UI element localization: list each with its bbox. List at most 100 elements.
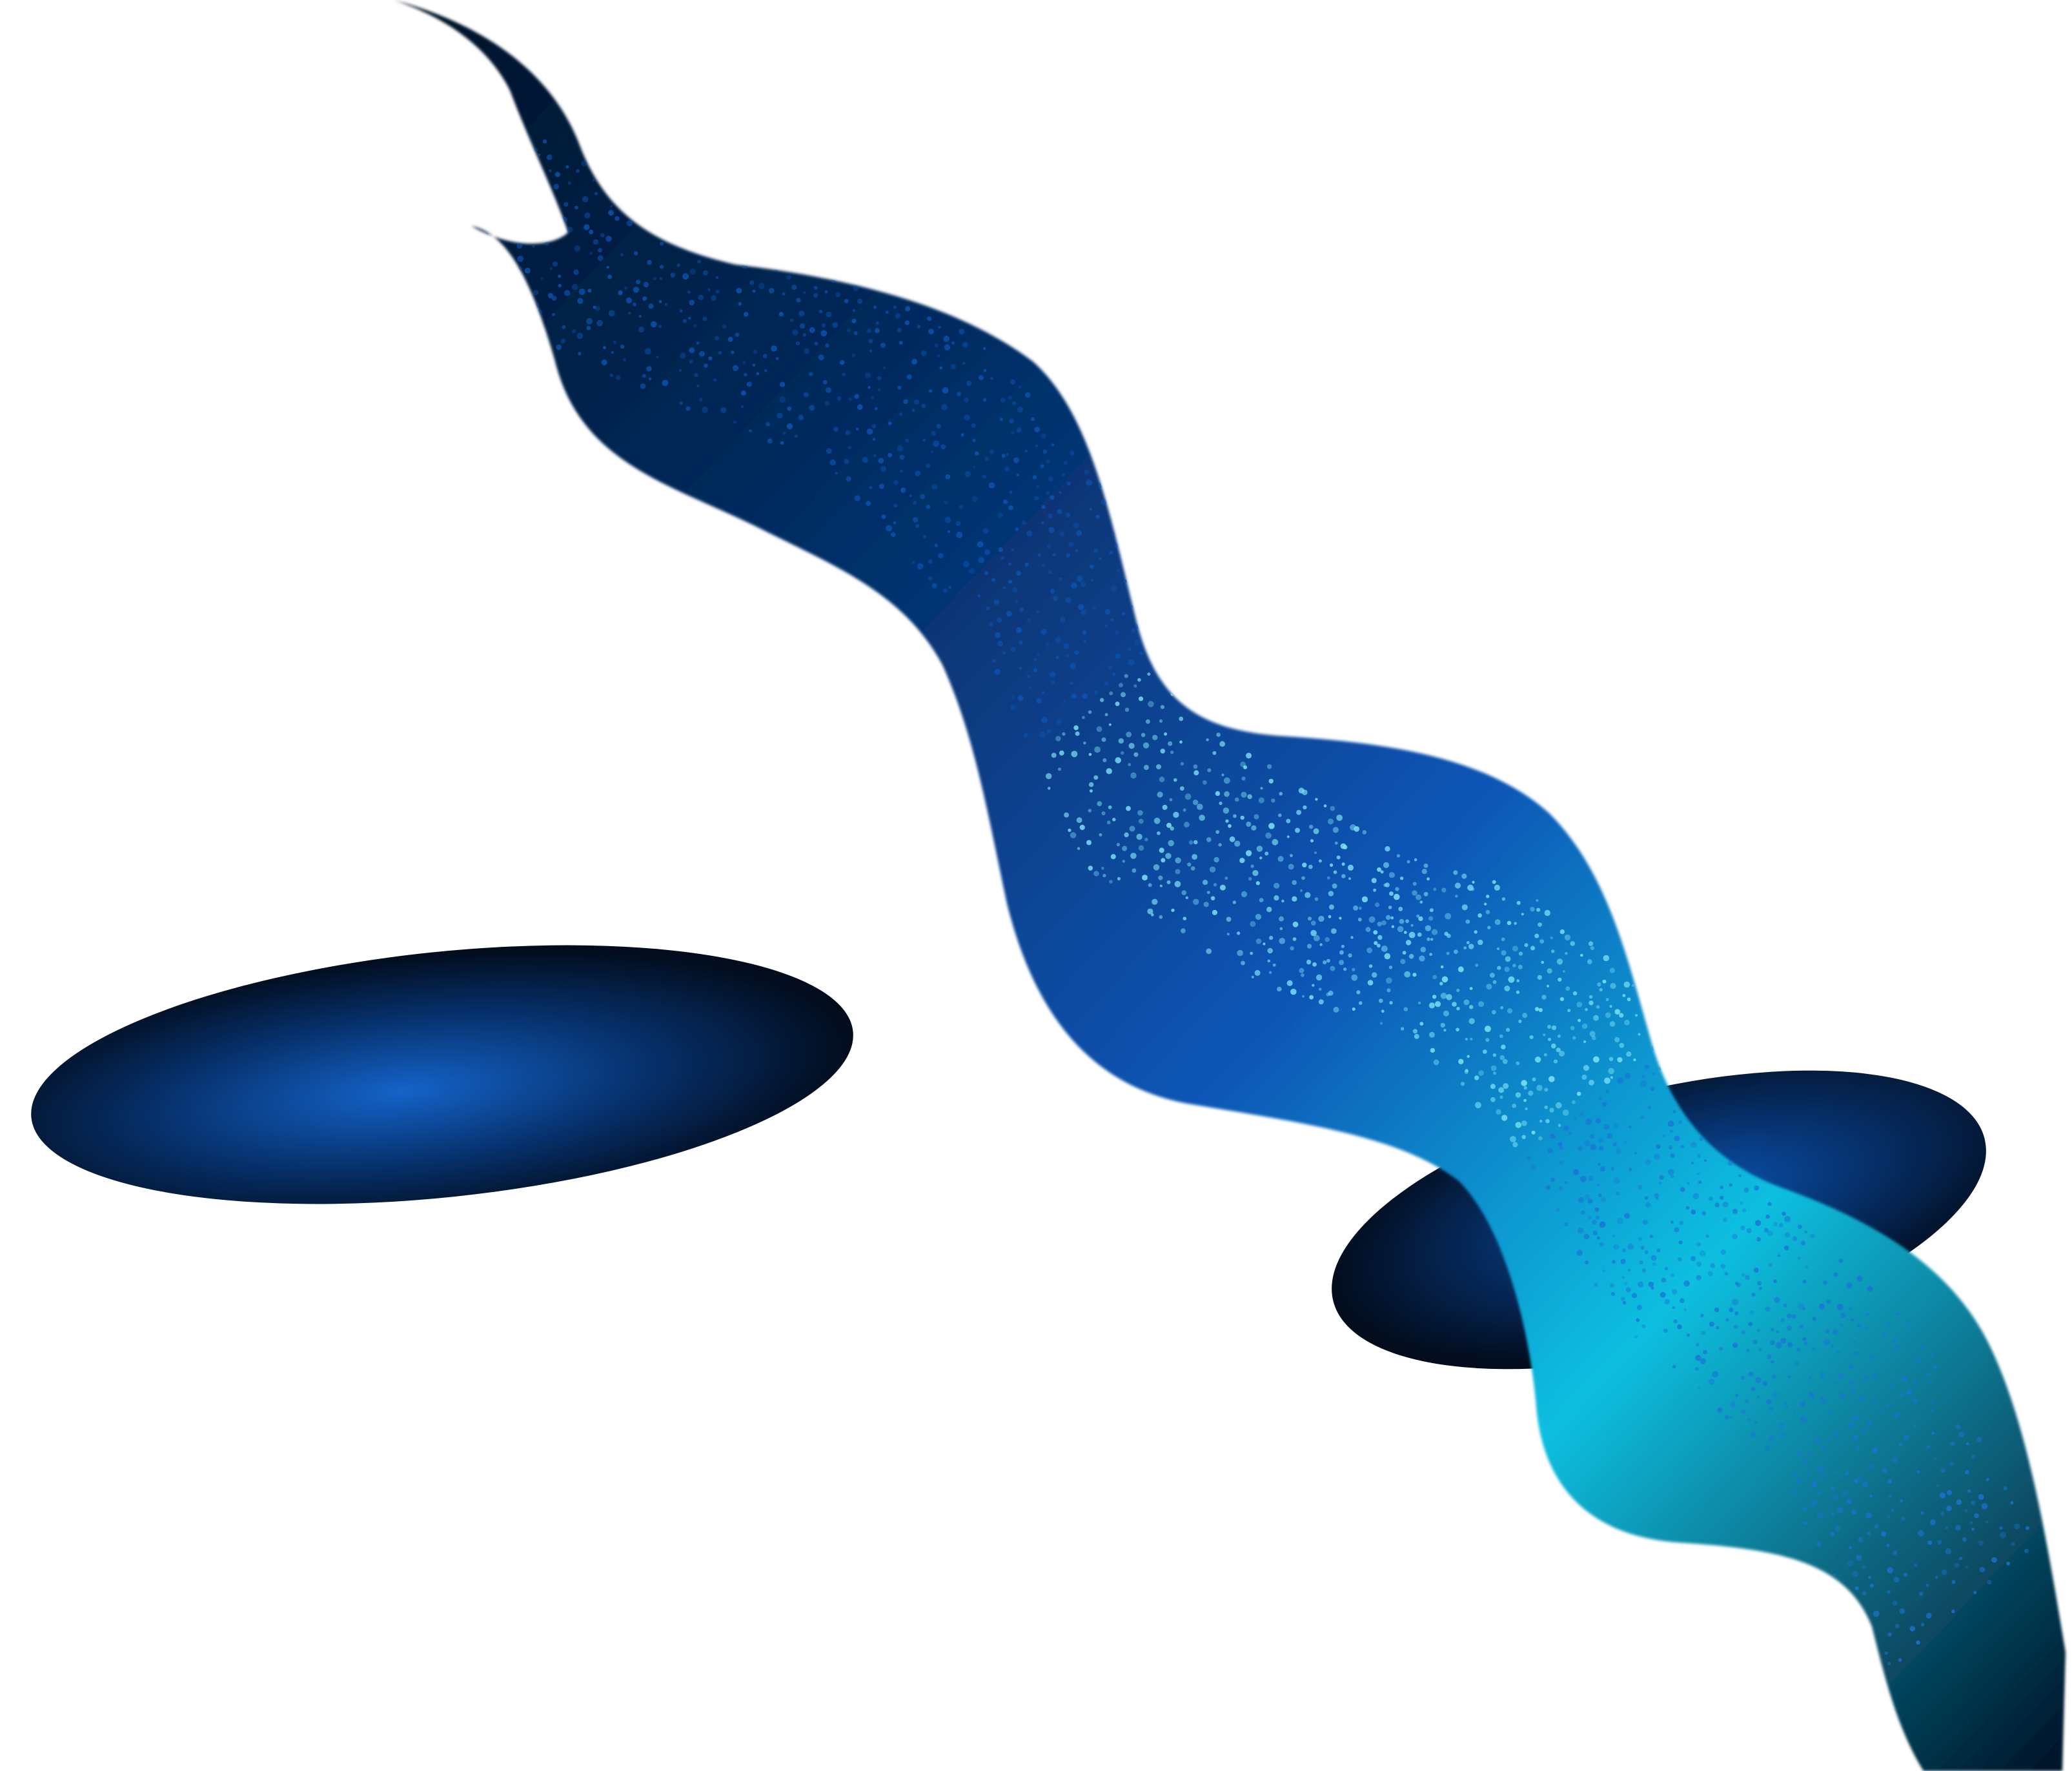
particle-dot [1671,1220,1674,1224]
particle-dot [948,586,951,589]
particle-dot [1290,946,1294,951]
particle-dot [881,514,886,520]
particle-dot [857,298,863,304]
particle-dot [1559,1160,1564,1165]
particle-dot [477,221,482,225]
particle-dot [1041,563,1046,568]
particle-dot [1825,1330,1830,1333]
particle-dot [900,469,903,473]
particle-dot [1892,1600,1898,1606]
particle-dot [577,298,584,304]
particle-dot [1833,1272,1838,1277]
particle-dot [1277,986,1282,992]
particle-dot [1920,1623,1925,1626]
particle-dot [1558,977,1562,982]
particle-dot [1849,1307,1853,1311]
particle-dot [638,327,645,333]
particle-dot [1453,870,1458,875]
particle-dot [1302,862,1307,867]
particle-dot [1856,1275,1863,1282]
particle-dot [869,485,873,490]
particle-dot [1660,1038,1665,1044]
particle-dot [1203,880,1208,886]
particle-dot [1498,1087,1505,1093]
particle-dot [795,341,800,346]
particle-dot [1588,1176,1594,1182]
particle-dot [1310,920,1316,926]
particle-dot [1302,789,1308,795]
particle-dot [1033,658,1037,662]
particle-dot [1158,875,1163,880]
particle-dot [1458,966,1464,973]
particle-dot [989,449,994,454]
particle-dot [1441,976,1448,983]
particle-dot [1904,1572,1908,1577]
particle-dot [1588,941,1594,946]
particle-dot [1599,1146,1604,1151]
particle-dot [1583,1040,1587,1044]
particle-dot [571,283,578,290]
particle-dot [614,216,620,221]
particle-dot [1082,716,1085,720]
particle-dot [603,346,606,350]
particle-dot [753,349,758,354]
particle-dot [1626,1051,1632,1057]
particle-dot [1041,629,1047,635]
particle-dot [486,225,492,231]
particle-dot [1656,1144,1661,1149]
particle-dot [503,204,508,209]
particle-dot [676,263,680,267]
particle-dot [1913,1424,1916,1427]
particle-dot [1778,1254,1781,1257]
particle-dot [900,487,906,493]
particle-dot [939,366,943,370]
particle-dot [1019,607,1024,612]
particle-dot [1327,818,1334,825]
particle-dot [999,418,1003,421]
particle-dot [1541,995,1547,1000]
particle-dot [1496,1109,1501,1115]
particle-dot [1330,805,1336,811]
particle-dot [1927,1540,1933,1545]
particle-dot [1263,942,1266,946]
particle-dot [1290,854,1293,857]
particle-dot [1539,1120,1543,1123]
particle-dot [1159,847,1164,853]
particle-dot [1106,768,1112,774]
particle-dot [1530,946,1536,951]
particle-dot [1358,1001,1363,1005]
particle-dot [1657,1035,1661,1038]
particle-dot [465,216,471,221]
particle-dot [1587,1215,1592,1220]
particle-dot [1143,765,1149,771]
particle-dot [1784,1232,1791,1238]
particle-dot [933,440,940,447]
particle-dot [1318,915,1325,922]
particle-dot [735,332,740,337]
particle-dot [1421,869,1427,875]
particle-dot [1616,1191,1620,1196]
particle-dot [445,288,452,296]
particle-dot [546,154,553,161]
particle-dot [847,329,850,332]
particle-dot [1286,835,1290,838]
particle-dot [1388,966,1393,969]
particle-dot [483,311,487,315]
particle-dot [931,583,937,589]
particle-dot [1152,898,1158,906]
particle-dot [984,571,988,575]
particle-dot [1840,1476,1843,1480]
particle-dot [982,474,987,479]
particle-dot [679,309,683,312]
particle-dot [1153,817,1161,824]
particle-dot [1428,1031,1435,1038]
particle-dot [1110,854,1116,860]
particle-dot [1787,1342,1793,1348]
particle-dot [1456,1007,1460,1011]
particle-dot [1605,998,1609,1002]
particle-dot [1474,1102,1481,1109]
particle-dot [1579,1111,1584,1117]
particle-dot [1748,1322,1753,1327]
particle-dot [1229,836,1235,842]
particle-dot [1644,1250,1649,1255]
